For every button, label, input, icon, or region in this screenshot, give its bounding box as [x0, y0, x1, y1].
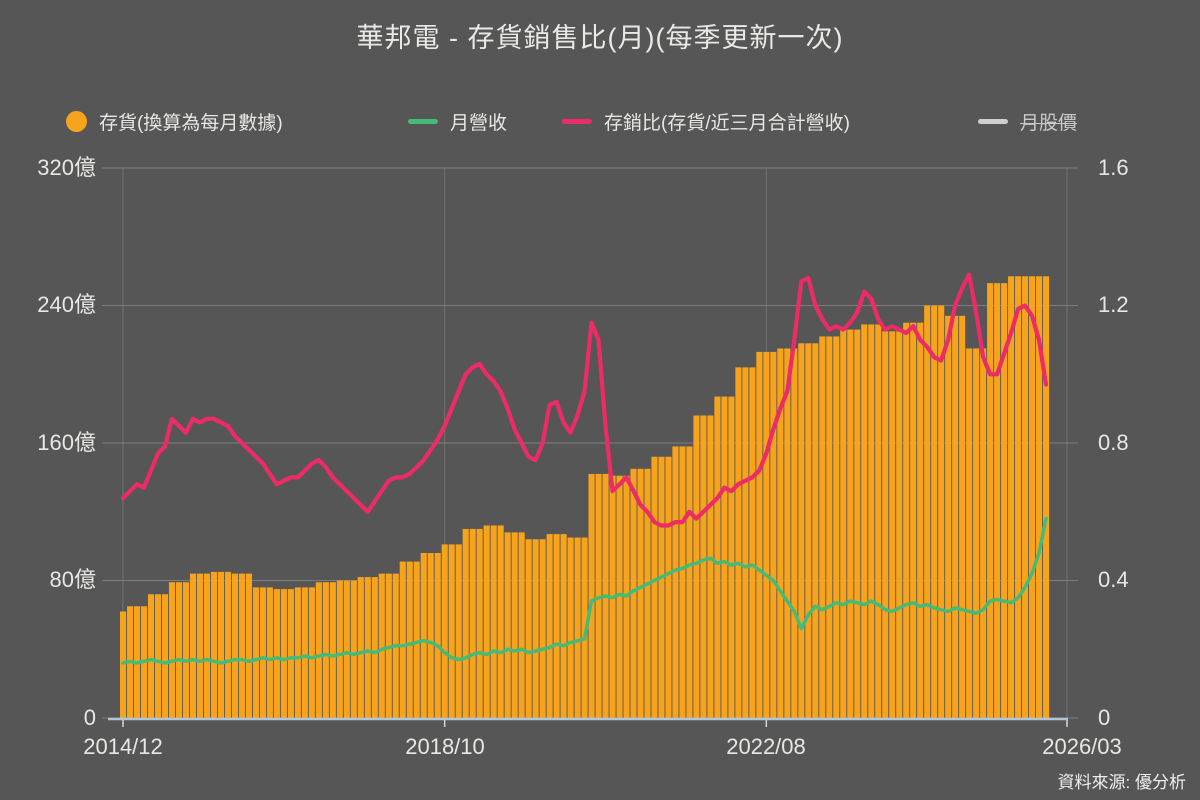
right-axis-tick-1-2: 1.2	[1098, 292, 1129, 317]
right-axis-tick-0-8: 0.8	[1098, 430, 1129, 455]
left-axis-tick-160: 160億	[37, 430, 96, 455]
legend-label-ratio: 存銷比(存貨/近三月合計營收)	[604, 112, 850, 134]
ratio-swatch-icon	[562, 118, 592, 124]
x-axis-tick-2026-03: 2026/03	[1042, 734, 1122, 759]
price-swatch-icon	[978, 118, 1008, 124]
left-axis-tick-0: 0	[83, 705, 96, 730]
legend-label-inventory: 存貨(換算為每月數據)	[99, 112, 283, 134]
right-axis-tick-1-6: 1.6	[1098, 155, 1129, 180]
left-axis-tick-320: 320億	[37, 155, 96, 180]
chart-title: 華邦電 - 存貨銷售比(月)(每季更新一次)	[356, 23, 844, 53]
inventory-swatch-icon	[66, 110, 87, 132]
left-axis-tick-240: 240億	[37, 292, 96, 317]
legend-item-inventory[interactable]: 存貨(換算為每月數據)	[66, 106, 283, 136]
left-axis-tick-80: 80億	[49, 567, 96, 592]
x-axis-tick-2014-12: 2014/12	[83, 734, 163, 759]
right-axis-tick-0-4: 0.4	[1098, 567, 1129, 592]
legend-item-revenue[interactable]: 月營收	[408, 106, 507, 136]
x-axis-tick-2018-10: 2018/10	[405, 734, 485, 759]
legend-item-ratio[interactable]: 存銷比(存貨/近三月合計營收)	[562, 106, 850, 136]
legend-label-price: 月股價	[1020, 112, 1078, 134]
x-axis-tick-2022-08: 2022/08	[726, 734, 806, 759]
legend-label-revenue: 月營收	[450, 112, 508, 134]
legend: 存貨(換算為每月數據) 月營收 存銷比(存貨/近三月合計營收) 月股價	[0, 106, 1200, 136]
data-source-note: 資料來源: 優分析	[1057, 773, 1186, 792]
right-axis-tick-0: 0	[1098, 705, 1111, 730]
legend-item-price[interactable]: 月股價	[978, 106, 1077, 136]
revenue-swatch-icon	[408, 118, 438, 124]
